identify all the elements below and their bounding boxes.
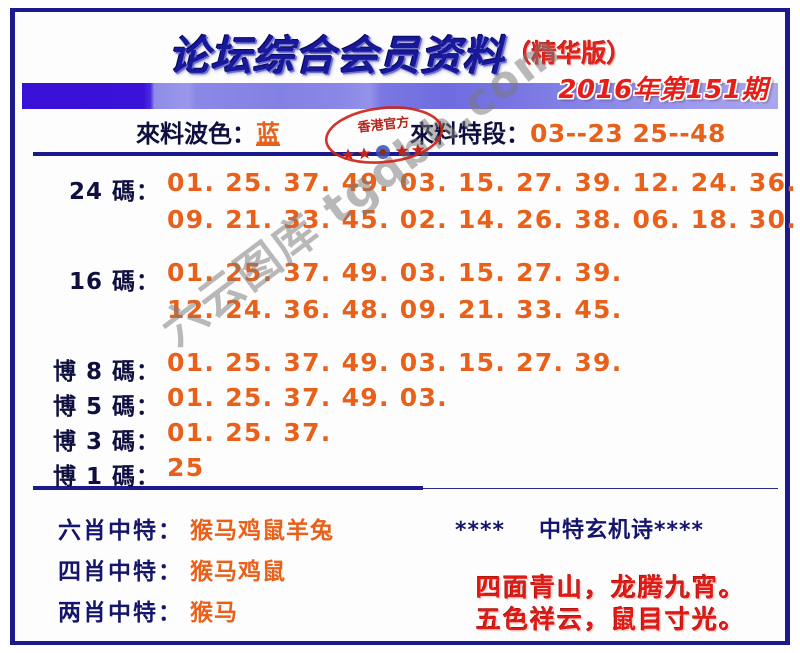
- zodiac-label-four: 四肖中特：: [58, 559, 183, 585]
- wave-color-label: 來料波色：: [136, 120, 256, 148]
- wave-color-group: 來料波色：蓝: [136, 114, 280, 149]
- code-label-bo5: 博 5 碼：: [52, 394, 160, 420]
- frame-border-left: [10, 8, 15, 645]
- divider-bottom-thick: [33, 486, 423, 490]
- divider-top: [33, 152, 778, 156]
- page-title: 论坛综合会员资料（精华版）: [0, 22, 800, 82]
- code-label-24: 24 碼：: [68, 179, 160, 205]
- code-values-16-line2: 12. 24. 36. 48. 09. 21. 33. 45.: [167, 295, 623, 324]
- special-segment-group: 來料特段：03--23 25--48: [410, 114, 726, 149]
- title-edition-text: （精华版）: [506, 39, 632, 68]
- header-gradient-bar: 2016年第151期: [22, 75, 778, 109]
- issue-number-text: 2016年第151期: [558, 75, 768, 105]
- poem-stars-left: ****: [455, 518, 506, 543]
- special-segment-value: 03--23 25--48: [530, 119, 726, 148]
- frame-border-bottom: [10, 641, 790, 645]
- code-values-24-line2: 09. 21. 33. 45. 02. 14. 26. 38. 06. 18. …: [167, 205, 800, 234]
- info-row: 來料波色：蓝 來料特段：03--23 25--48: [0, 114, 800, 149]
- divider-bottom-thin: [423, 488, 778, 490]
- code-values-16-line1: 01. 25. 37. 49. 03. 15. 27. 39.: [167, 258, 623, 287]
- zodiac-value-two: 猴马: [190, 600, 238, 626]
- frame-border-right: [785, 8, 790, 645]
- code-label-bo8: 博 8 碼：: [52, 359, 160, 385]
- code-values-bo3: 01. 25. 37.: [167, 418, 332, 447]
- code-label-bo1: 博 1 碼：: [52, 464, 160, 490]
- code-values-bo1: 25: [167, 453, 205, 482]
- code-label-16: 16 碼：: [68, 269, 160, 295]
- code-values-bo8: 01. 25. 37. 49. 03. 15. 27. 39.: [167, 348, 623, 377]
- poem-line-1: 四面青山，龙腾九宵。: [476, 573, 747, 602]
- wave-color-value: 蓝: [256, 120, 280, 148]
- code-values-bo5: 01. 25. 37. 49. 03.: [167, 383, 448, 412]
- title-main-text: 论坛综合会员资料: [168, 32, 505, 80]
- special-segment-label: 來料特段：: [410, 120, 530, 148]
- code-values-24-line1: 01. 25. 37. 49. 03. 15. 27. 39. 12. 24. …: [167, 168, 800, 197]
- zodiac-label-two: 两肖中特：: [58, 600, 183, 626]
- zodiac-value-four: 猴马鸡鼠: [190, 559, 286, 585]
- zodiac-label-six: 六肖中特：: [58, 518, 183, 544]
- code-label-bo3: 博 3 碼：: [52, 429, 160, 455]
- frame-border-top: [10, 8, 790, 12]
- poem-heading-text: 中特玄机诗****: [539, 518, 705, 543]
- zodiac-value-six: 猴马鸡鼠羊兔: [190, 518, 334, 544]
- poem-line-2: 五色祥云，鼠目寸光。: [476, 605, 747, 634]
- poem-heading: **** 中特玄机诗****: [455, 512, 704, 544]
